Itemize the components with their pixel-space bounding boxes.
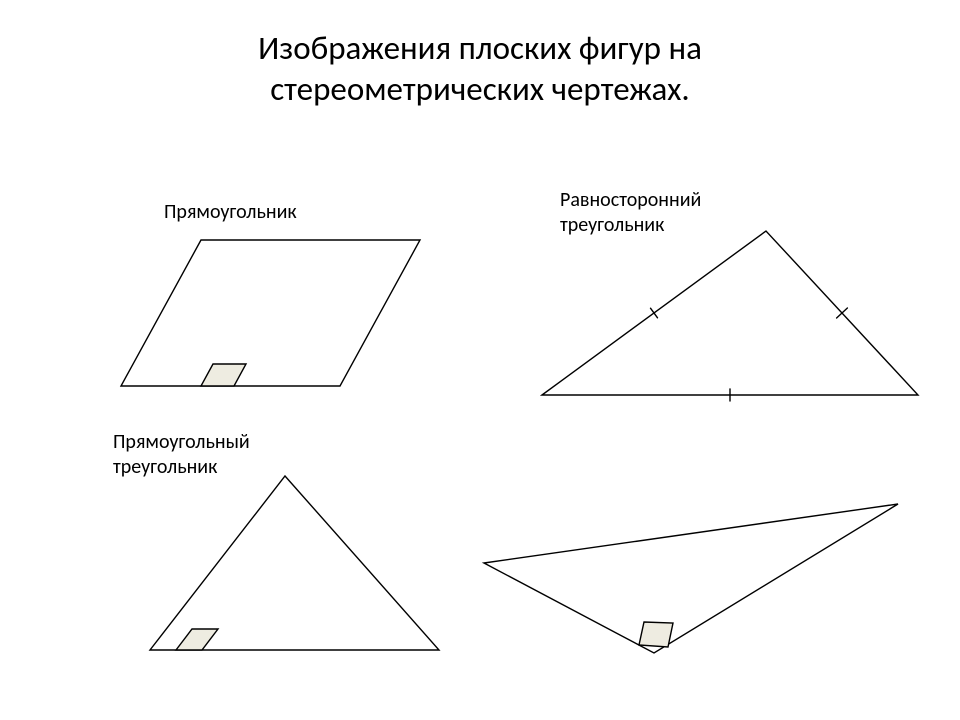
figure-rectangle [115,234,426,394]
label-right-tri-line1: Прямоугольный [113,430,250,455]
slide: Изображения плоских фигур на стереометри… [0,0,960,720]
title-line-1: Изображения плоских фигур на [0,28,960,69]
slide-title: Изображения плоских фигур на стереометри… [0,28,960,111]
figure-right-triangle-right [478,498,908,673]
figure-right-triangle-left [115,470,445,660]
right-triangle-right-angle-mark [639,622,673,647]
title-line-2: стереометрических чертежах. [0,69,960,110]
right-triangle-left-angle-mark [176,629,218,650]
equilateral-tick-1 [651,308,658,318]
right-triangle-left-shape [150,476,439,650]
label-rectangle: Прямоугольник [164,200,297,225]
figure-equilateral [536,225,926,403]
rectangle-shape [121,240,420,386]
rectangle-angle-mark [201,364,246,386]
label-equilateral-line1: Равносторонний [560,188,701,213]
right-triangle-right-shape [484,504,898,653]
equilateral-shape [542,231,918,395]
